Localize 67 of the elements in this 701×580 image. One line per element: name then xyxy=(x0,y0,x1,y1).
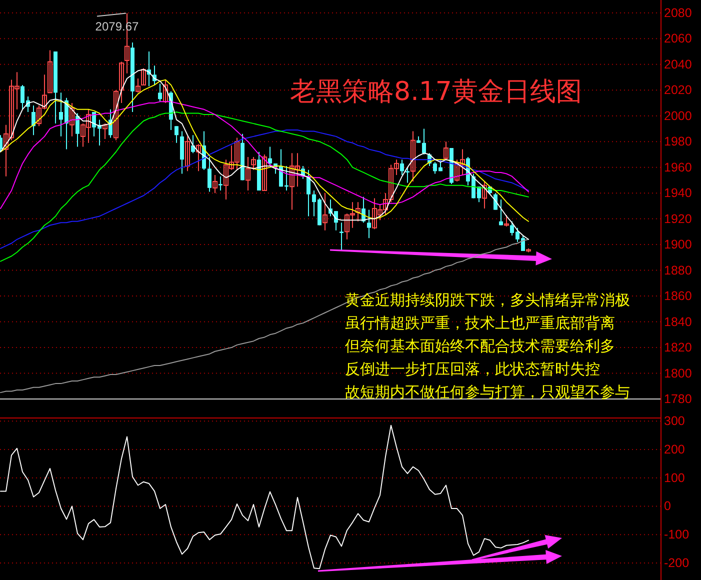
candlestick xyxy=(504,214,509,228)
line-series xyxy=(0,129,529,249)
candlestick xyxy=(400,159,404,176)
candlestick xyxy=(444,141,448,160)
y-tick-label: 1840 xyxy=(664,314,692,329)
candlestick xyxy=(422,128,426,155)
candlestick xyxy=(196,144,201,172)
y-tick-label: 2080 xyxy=(664,6,692,20)
candlestick xyxy=(212,174,218,194)
candlestick xyxy=(70,102,74,137)
y-tick-label: -100 xyxy=(664,528,690,542)
candlestick xyxy=(32,105,36,136)
y-tick-label: 2040 xyxy=(664,57,692,72)
y-tick-label: 2000 xyxy=(664,108,692,123)
annotation: 故短期内不做任何参与打算，只观望不参与 xyxy=(345,383,630,401)
y-tick-label: 1920 xyxy=(664,212,692,226)
candlestick xyxy=(102,123,108,140)
line-series xyxy=(0,111,529,262)
candlestick xyxy=(163,79,168,104)
annotation: 反倒进一步打压回落，此状态暂时失控 xyxy=(345,360,600,378)
candlestick xyxy=(306,169,310,217)
candlestick xyxy=(322,192,328,231)
y-tick-label: 1940 xyxy=(664,186,692,200)
candlestick xyxy=(367,209,371,239)
candlestick xyxy=(494,192,498,210)
candlestick xyxy=(76,112,80,148)
candlestick xyxy=(114,90,118,141)
candlestick xyxy=(158,83,162,102)
y-tick-label: 1980 xyxy=(664,134,692,149)
y-tick-label: 1880 xyxy=(664,263,692,278)
candlestick xyxy=(218,176,222,191)
candlestick xyxy=(251,156,256,170)
candlestick xyxy=(340,222,344,250)
candlestick xyxy=(499,199,503,226)
line-series xyxy=(0,69,529,240)
y-tick-label: 1960 xyxy=(664,160,692,174)
annotation: 但奈何基本面始终不配合技术需要给利多 xyxy=(345,337,615,355)
y-tick-label: 1900 xyxy=(664,238,692,252)
candlestick xyxy=(185,136,190,172)
y-tick-label: 1780 xyxy=(664,392,692,406)
line-series xyxy=(0,424,529,570)
candlestick xyxy=(268,146,272,167)
y-tick-label: 0 xyxy=(664,499,671,514)
candlestick xyxy=(262,154,267,191)
y-tick-label: 1820 xyxy=(664,340,692,355)
candlestick xyxy=(356,202,360,222)
candlestick xyxy=(174,126,178,144)
y-tick-label: -200 xyxy=(664,556,690,570)
candlestick xyxy=(482,180,487,210)
candlestick xyxy=(208,156,212,192)
candlestick xyxy=(246,156,250,191)
y-tick-label: 2060 xyxy=(664,32,692,46)
y-tick-label: 2020 xyxy=(664,83,692,98)
candlestick xyxy=(48,50,52,94)
y-tick-label: 300 xyxy=(664,414,685,428)
y-tick-label: 1860 xyxy=(664,289,692,304)
candlestick xyxy=(410,130,416,182)
y-tick-label: 100 xyxy=(664,470,685,485)
text: 老黑策略8.17黄金日线图 xyxy=(290,77,582,107)
annotation: 虽行情超跌严重，技术上也严重底部背离 xyxy=(345,314,615,332)
y-tick-label: 200 xyxy=(664,442,685,456)
candlestick xyxy=(119,61,124,104)
candlestick xyxy=(180,130,184,174)
y-tick-label: 1800 xyxy=(664,366,692,380)
candlestick xyxy=(406,166,410,184)
candlestick xyxy=(141,68,146,86)
candlestick xyxy=(136,78,140,94)
